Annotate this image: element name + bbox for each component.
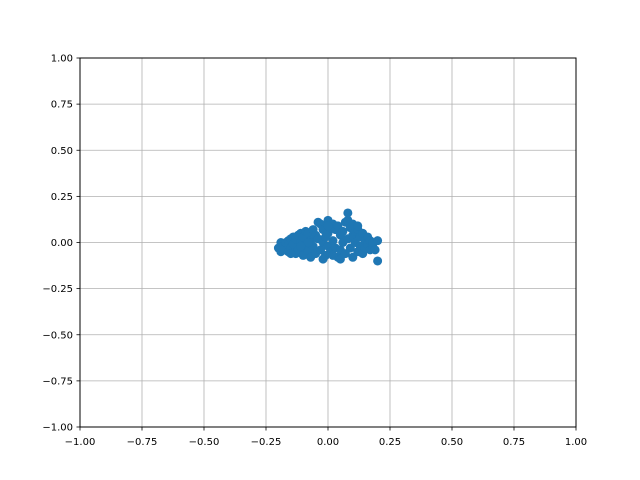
data-point xyxy=(323,221,333,231)
grid-lines xyxy=(79,57,577,428)
data-point xyxy=(328,236,338,246)
y-axis: −1.00 −0.75 −0.50 −0.25 0.00 0.25 0.50 0.75 1.00 xyxy=(42,54,80,434)
data-point xyxy=(338,226,348,236)
data-point xyxy=(328,250,338,260)
x-tick-label: 1.00 xyxy=(565,437,587,448)
y-tick-label: −1.00 xyxy=(42,423,73,434)
x-tick-label: −0.50 xyxy=(189,437,220,448)
x-tick-label: −0.25 xyxy=(251,437,282,448)
y-tick-label: 0.25 xyxy=(51,192,73,203)
x-tick-label: −0.75 xyxy=(127,437,158,448)
x-axis: −1.00 −0.75 −0.50 −0.25 0.00 0.25 0.50 0.75 1.00 xyxy=(65,427,587,448)
data-point xyxy=(353,221,363,231)
data-point xyxy=(318,254,328,264)
data-point xyxy=(343,208,353,218)
y-tick-label: −0.75 xyxy=(42,376,73,387)
data-point xyxy=(335,254,345,264)
x-tick-label: 0.50 xyxy=(441,437,463,448)
y-tick-label: 0.50 xyxy=(51,146,73,157)
y-tick-label: −0.25 xyxy=(42,284,73,295)
y-tick-label: 1.00 xyxy=(51,54,73,65)
x-tick-label: 0.00 xyxy=(317,437,339,448)
x-tick-label: 0.75 xyxy=(503,437,525,448)
data-point xyxy=(373,236,383,246)
data-point xyxy=(303,238,313,247)
data-point xyxy=(373,256,383,266)
data-point xyxy=(286,249,296,259)
x-tick-label: −1.00 xyxy=(65,437,96,448)
y-tick-label: 0.75 xyxy=(51,100,73,111)
data-point xyxy=(370,245,380,255)
y-tick-label: 0.00 xyxy=(51,238,73,249)
x-tick-label: 0.25 xyxy=(379,437,401,448)
y-tick-label: −0.50 xyxy=(42,330,73,341)
data-point xyxy=(296,241,306,251)
data-points xyxy=(273,208,383,266)
